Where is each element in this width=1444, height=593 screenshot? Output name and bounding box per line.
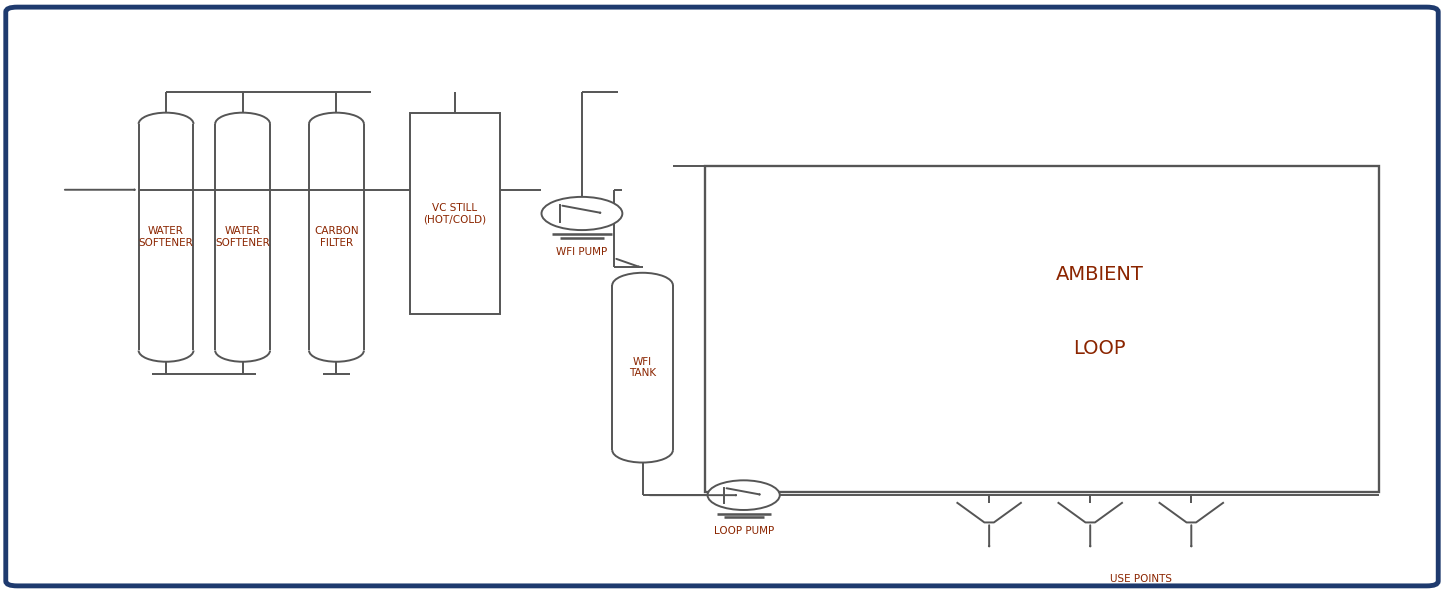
- Circle shape: [708, 480, 780, 510]
- Text: USE POINTS: USE POINTS: [1110, 574, 1171, 584]
- Circle shape: [542, 197, 622, 230]
- Text: AMBIENT

LOOP: AMBIENT LOOP: [1056, 265, 1144, 358]
- Bar: [309, 124, 364, 350]
- Text: VC STILL
(HOT/COLD): VC STILL (HOT/COLD): [423, 203, 487, 224]
- FancyBboxPatch shape: [6, 7, 1438, 586]
- Bar: [215, 124, 270, 350]
- Bar: [705, 166, 1379, 492]
- Text: CARBON
FILTER: CARBON FILTER: [315, 227, 358, 248]
- Bar: [410, 113, 500, 314]
- Text: WATER
SOFTENER: WATER SOFTENER: [215, 227, 270, 248]
- Bar: [612, 285, 673, 450]
- Text: WFI PUMP: WFI PUMP: [556, 247, 608, 257]
- Text: WATER
SOFTENER: WATER SOFTENER: [139, 227, 193, 248]
- Bar: [139, 124, 193, 350]
- Text: LOOP PUMP: LOOP PUMP: [713, 527, 774, 536]
- Text: WFI
TANK: WFI TANK: [630, 357, 656, 378]
